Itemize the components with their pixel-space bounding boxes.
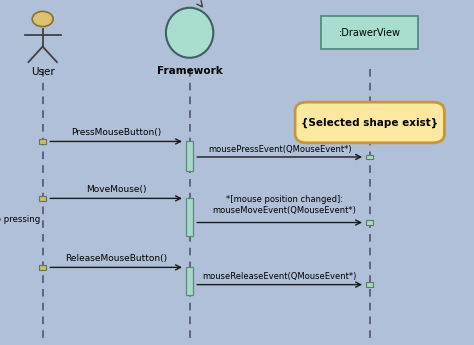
Text: {Selected shape exist}: {Selected shape exist} [301, 117, 438, 128]
Text: MoveMouse(): MoveMouse() [86, 185, 146, 194]
Text: *[mouse position changed]:
mouseMoveEvent(QMouseEvent*): *[mouse position changed]: mouseMoveEven… [212, 195, 356, 215]
Text: User: User [31, 67, 55, 77]
Bar [366, 155, 373, 159]
Text: :DrawerView: :DrawerView [339, 28, 401, 38]
Bar [39, 196, 46, 201]
Bar [186, 141, 193, 171]
Bar [39, 265, 46, 270]
Text: mouseReleaseEvent(QMouseEvent*): mouseReleaseEvent(QMouseEvent*) [202, 272, 357, 281]
Bar [366, 282, 373, 287]
Bar [186, 198, 193, 236]
FancyBboxPatch shape [295, 102, 444, 143]
Text: mousePressEvent(QMouseEvent*): mousePressEvent(QMouseEvent*) [208, 145, 352, 154]
Bar [186, 267, 193, 295]
FancyBboxPatch shape [321, 16, 418, 49]
Bar [39, 139, 46, 144]
Circle shape [32, 11, 53, 27]
Text: mouse button keep pressing: mouse button keep pressing [0, 215, 40, 224]
Text: Framework: Framework [157, 66, 222, 76]
Ellipse shape [166, 8, 213, 58]
Text: ReleaseMouseButton(): ReleaseMouseButton() [65, 254, 167, 263]
Bar [366, 220, 373, 225]
Text: PressMouseButton(): PressMouseButton() [71, 128, 161, 137]
